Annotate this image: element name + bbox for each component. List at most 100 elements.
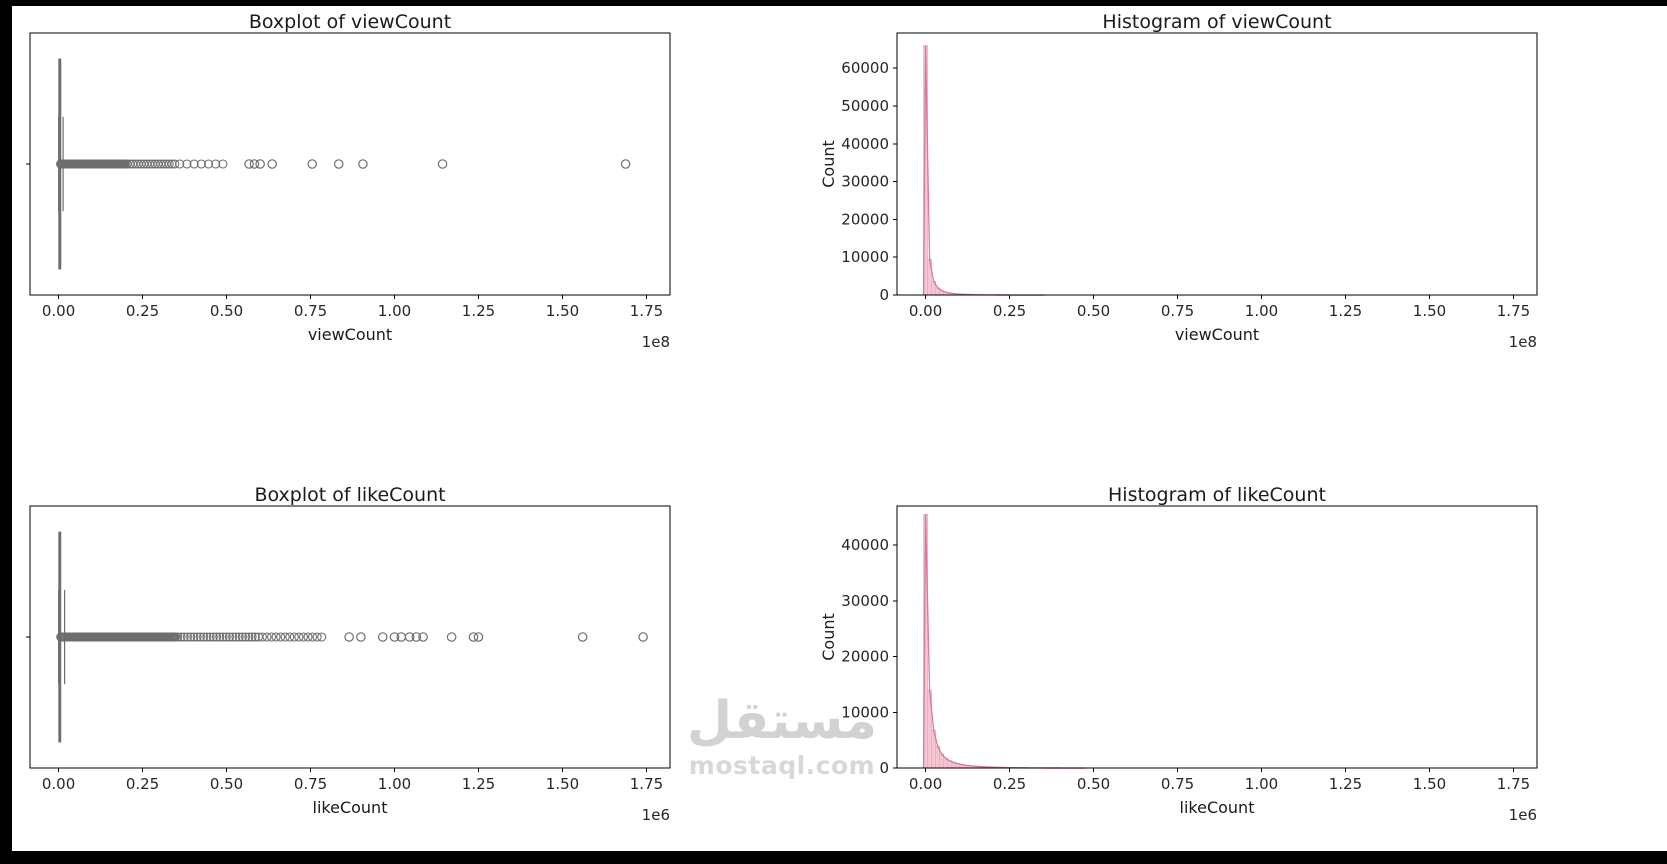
outlier-point <box>244 632 254 642</box>
axes-spines <box>29 32 671 296</box>
outlier-point <box>228 632 238 642</box>
outlier-point <box>205 632 215 642</box>
outlier-point <box>437 159 448 169</box>
x-tick-label: 1.50 <box>546 775 579 793</box>
outlier-point <box>202 632 212 642</box>
x-tick-label: 0.75 <box>294 302 327 320</box>
outlier-point <box>418 632 428 642</box>
outlier-point <box>250 632 260 642</box>
outlier-point <box>358 159 368 169</box>
x-tick-label: 0.75 <box>1161 302 1194 320</box>
x-tick-label: 1.50 <box>1413 775 1446 793</box>
outlier-point <box>317 632 327 642</box>
x-tick-label: 0.75 <box>294 775 327 793</box>
outlier-point <box>182 159 192 169</box>
y-tick-label: 0 <box>879 759 889 777</box>
x-tick-label: 1.00 <box>378 775 411 793</box>
x-tick-label: 1.50 <box>546 302 579 320</box>
y-tick-label: 30000 <box>841 592 889 610</box>
outlier-point <box>446 632 457 642</box>
outlier-point <box>344 632 354 642</box>
outlier-point <box>211 159 221 169</box>
axes-spines <box>896 505 1538 769</box>
outlier-point <box>298 632 308 642</box>
outlier-point <box>333 159 344 169</box>
chart-title-histogram-viewcount: Histogram of viewCount <box>1102 11 1331 33</box>
outlier-point <box>303 632 313 642</box>
chart-title-histogram-likecount: Histogram of likeCount <box>1108 484 1326 506</box>
x-tick-label: 1.00 <box>378 302 411 320</box>
y-tick-label: 60000 <box>841 59 889 77</box>
outlier-point <box>276 632 286 642</box>
outlier-point <box>218 159 228 169</box>
figure: مستقل mostaql.com Boxplot of viewCount H… <box>12 6 1667 851</box>
outlier-point <box>170 159 180 169</box>
outlier-point <box>255 159 265 169</box>
outlier-point <box>234 632 244 642</box>
subplot-histogram-viewcount: 0.00 0.25 0.50 0.75 1.00 1.25 1.50 1.75 viewCoun… <box>819 32 1538 351</box>
axes-spines <box>29 505 671 769</box>
outlier-point <box>308 632 318 642</box>
outlier-point <box>221 632 231 642</box>
outlier-point <box>289 632 299 642</box>
outlier-point <box>195 632 205 642</box>
outlier-point <box>294 632 304 642</box>
y-axis-label: Count <box>819 140 838 188</box>
outlier-point <box>356 632 366 642</box>
y-axis-label: Count <box>819 613 838 661</box>
kde-line <box>922 514 1085 769</box>
x-tick-label: 0.00 <box>909 775 942 793</box>
y-tick-label: 50000 <box>841 97 889 115</box>
y-tick-label: 10000 <box>841 248 889 266</box>
x-tick-label: 1.00 <box>1245 775 1278 793</box>
x-tick-label: 0.25 <box>993 775 1026 793</box>
outlier-point <box>218 632 228 642</box>
x-tick-label: 0.75 <box>1161 775 1194 793</box>
y-tick-label: 40000 <box>841 135 889 153</box>
kde-line <box>922 45 1045 296</box>
outlier-point <box>247 632 257 642</box>
outlier-point <box>182 632 192 642</box>
chart-title-boxplot-viewcount: Boxplot of viewCount <box>249 11 451 33</box>
outlier-point <box>257 632 267 642</box>
outlier-point <box>224 632 234 642</box>
axes-spines <box>896 32 1538 296</box>
outlier-point <box>215 632 225 642</box>
x-axis-offset-label: 1e8 <box>642 333 670 351</box>
x-tick-label: 1.75 <box>630 302 663 320</box>
outlier-point <box>196 159 206 169</box>
outlier-point <box>199 632 209 642</box>
outlier-point <box>638 632 648 642</box>
y-tick-label: 20000 <box>841 648 889 666</box>
outlier-point <box>312 632 322 642</box>
outlier-point <box>404 632 415 642</box>
outlier-point <box>249 159 260 169</box>
x-tick-label: 0.00 <box>42 302 75 320</box>
outlier-point <box>468 632 479 642</box>
outlier-point <box>211 632 222 642</box>
y-tick-label: 20000 <box>841 210 889 228</box>
outlier-point <box>389 632 400 642</box>
x-axis-offset-label: 1e8 <box>1509 333 1537 351</box>
x-tick-label: 0.50 <box>1077 302 1110 320</box>
outlier-point <box>411 632 422 642</box>
outlier-point <box>237 632 247 642</box>
x-tick-label: 1.75 <box>1497 775 1530 793</box>
outlier-point <box>271 632 281 642</box>
y-tick-label: 40000 <box>841 536 889 554</box>
outlier-point <box>473 632 484 642</box>
x-tick-label: 1.25 <box>1329 302 1362 320</box>
y-tick-label: 30000 <box>841 173 889 191</box>
x-axis-offset-label: 1e6 <box>1509 806 1537 824</box>
outlier-point <box>203 159 214 169</box>
y-tick-label: 10000 <box>841 703 889 721</box>
x-tick-label: 0.00 <box>42 775 75 793</box>
x-tick-label: 0.50 <box>210 302 243 320</box>
outlier-point <box>266 632 277 642</box>
outlier-point <box>164 159 174 169</box>
x-tick-label: 0.25 <box>993 302 1026 320</box>
outlier-point <box>231 632 241 642</box>
plots-canvas: Boxplot of viewCount Histogram of viewCo… <box>26 11 1538 824</box>
outlier-point <box>173 632 183 642</box>
